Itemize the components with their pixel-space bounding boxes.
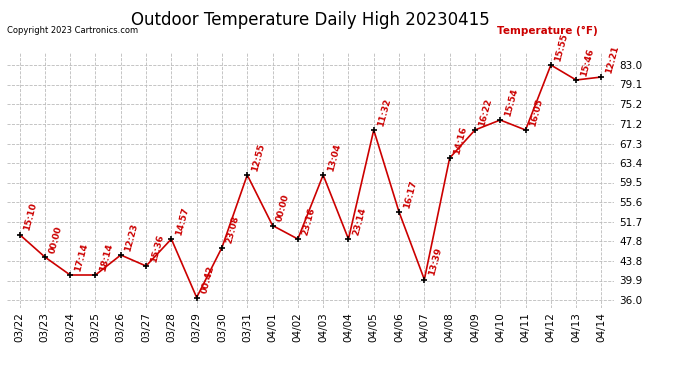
Text: 16:17: 16:17: [402, 179, 418, 209]
Text: 23:16: 23:16: [301, 206, 317, 236]
Text: 18:14: 18:14: [98, 242, 115, 272]
Text: 00:00: 00:00: [48, 225, 63, 254]
Text: Outdoor Temperature Daily High 20230415: Outdoor Temperature Daily High 20230415: [131, 11, 490, 29]
Text: 11:32: 11:32: [377, 97, 393, 127]
Text: 12:23: 12:23: [124, 222, 139, 252]
Text: 15:10: 15:10: [22, 202, 39, 232]
Text: 23:08: 23:08: [225, 215, 241, 245]
Text: 00:00: 00:00: [275, 193, 291, 223]
Text: 12:55: 12:55: [250, 142, 266, 172]
Text: 23:14: 23:14: [351, 206, 367, 236]
Text: Temperature (°F): Temperature (°F): [497, 26, 598, 36]
Text: 13:39: 13:39: [427, 247, 443, 277]
Text: Copyright 2023 Cartronics.com: Copyright 2023 Cartronics.com: [7, 26, 138, 35]
Text: 16:22: 16:22: [477, 97, 494, 127]
Text: 15:55: 15:55: [553, 32, 570, 62]
Text: 13:04: 13:04: [326, 142, 342, 172]
Text: 16:05: 16:05: [529, 98, 544, 127]
Text: 00:42: 00:42: [199, 265, 215, 295]
Text: 15:46: 15:46: [579, 47, 595, 77]
Text: 17:14: 17:14: [73, 242, 89, 272]
Text: 15:54: 15:54: [503, 87, 519, 117]
Text: 12:21: 12:21: [604, 44, 620, 74]
Text: 14:16: 14:16: [453, 125, 469, 155]
Text: 14:57: 14:57: [174, 206, 190, 236]
Text: 15:36: 15:36: [149, 233, 165, 263]
